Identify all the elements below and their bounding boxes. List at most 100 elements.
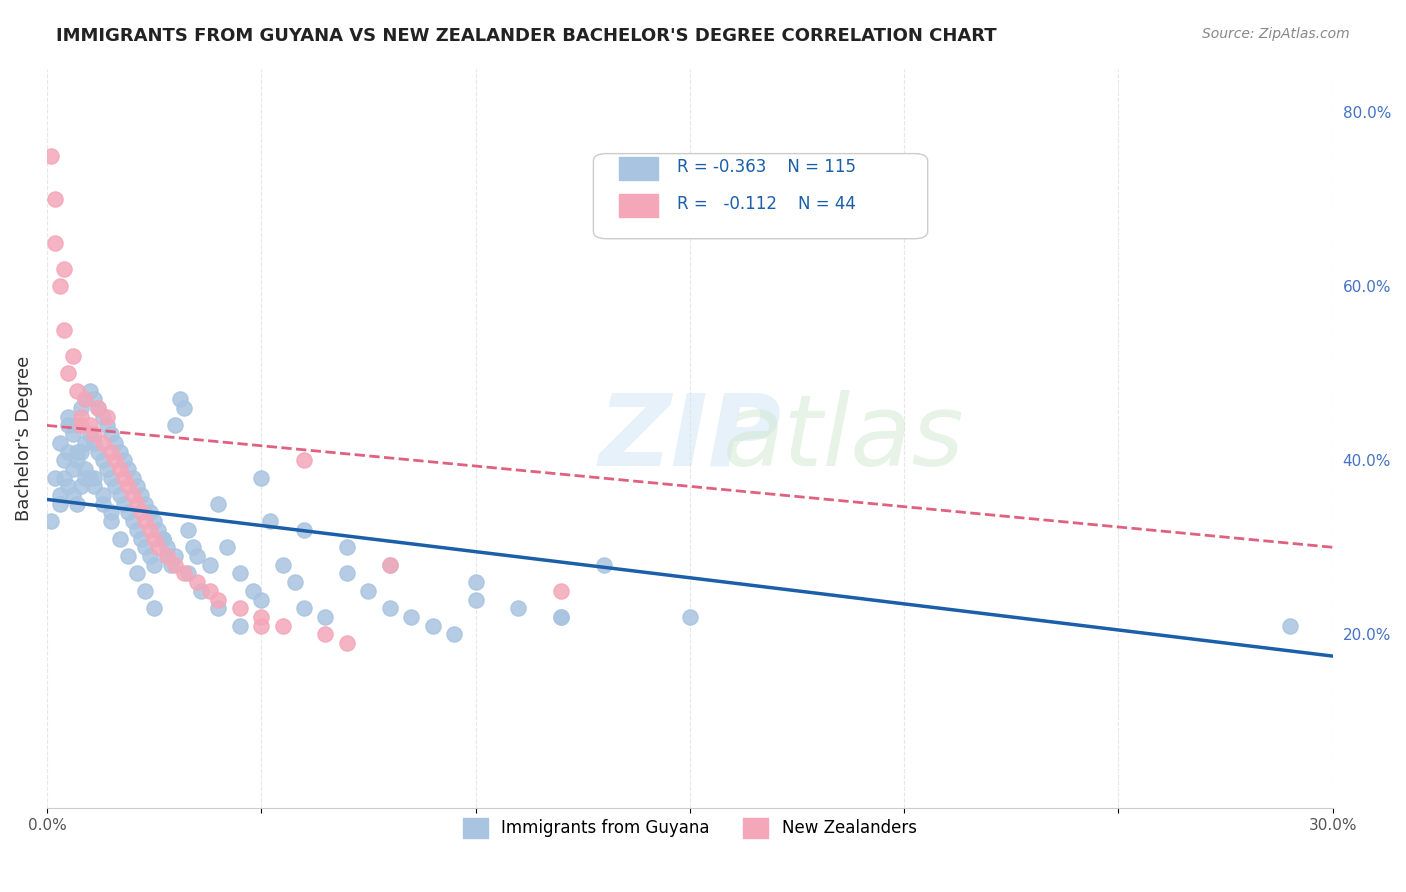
- Point: [165, 418, 187, 433]
- Point: [229, 566, 252, 581]
- Point: [117, 506, 139, 520]
- Point: [129, 488, 152, 502]
- Point: [66, 418, 89, 433]
- Point: [550, 610, 572, 624]
- Point: [58, 409, 80, 424]
- Point: [75, 392, 97, 407]
- Point: [58, 479, 80, 493]
- Point: [129, 532, 152, 546]
- Point: [79, 384, 101, 398]
- Point: [100, 506, 122, 520]
- Point: [70, 479, 93, 493]
- Point: [70, 418, 93, 433]
- Point: [96, 462, 118, 476]
- Point: [108, 462, 131, 476]
- Point: [125, 523, 148, 537]
- Point: [143, 514, 166, 528]
- Text: IMMIGRANTS FROM GUYANA VS NEW ZEALANDER BACHELOR'S DEGREE CORRELATION CHART: IMMIGRANTS FROM GUYANA VS NEW ZEALANDER …: [56, 27, 997, 45]
- Point: [91, 435, 114, 450]
- Point: [139, 506, 162, 520]
- Point: [336, 636, 359, 650]
- Point: [83, 427, 105, 442]
- Point: [284, 575, 307, 590]
- Point: [66, 497, 89, 511]
- FancyBboxPatch shape: [593, 153, 928, 239]
- Point: [44, 470, 66, 484]
- Text: R = -0.363    N = 115: R = -0.363 N = 115: [676, 158, 856, 176]
- Text: atlas: atlas: [723, 390, 965, 487]
- Text: R =   -0.112    N = 44: R = -0.112 N = 44: [676, 195, 856, 213]
- Point: [112, 453, 135, 467]
- Point: [44, 235, 66, 250]
- Point: [156, 549, 179, 563]
- Point: [62, 349, 84, 363]
- Point: [125, 497, 148, 511]
- Point: [62, 462, 84, 476]
- Point: [48, 497, 70, 511]
- Point: [207, 601, 229, 615]
- Point: [91, 488, 114, 502]
- Point: [250, 610, 273, 624]
- Point: [134, 583, 156, 598]
- Point: [75, 435, 97, 450]
- Point: [100, 444, 122, 458]
- Point: [198, 583, 221, 598]
- Point: [66, 384, 89, 398]
- Point: [75, 462, 97, 476]
- Point: [292, 523, 315, 537]
- Point: [148, 523, 170, 537]
- Point: [108, 532, 131, 546]
- Point: [464, 592, 486, 607]
- Point: [58, 366, 80, 380]
- Bar: [619, 194, 658, 217]
- Point: [121, 470, 143, 484]
- Point: [48, 279, 70, 293]
- Point: [104, 435, 127, 450]
- Point: [108, 444, 131, 458]
- Point: [292, 601, 315, 615]
- Point: [215, 541, 238, 555]
- Point: [83, 392, 105, 407]
- Point: [117, 462, 139, 476]
- Point: [250, 618, 273, 632]
- Point: [464, 575, 486, 590]
- Point: [66, 444, 89, 458]
- Point: [207, 592, 229, 607]
- Point: [242, 583, 264, 598]
- Point: [190, 583, 212, 598]
- Point: [143, 558, 166, 572]
- Point: [58, 444, 80, 458]
- Point: [152, 532, 174, 546]
- Point: [39, 514, 62, 528]
- Point: [100, 470, 122, 484]
- Point: [148, 541, 170, 555]
- Point: [104, 479, 127, 493]
- Point: [1278, 618, 1301, 632]
- Point: [117, 479, 139, 493]
- Point: [121, 514, 143, 528]
- Point: [508, 601, 530, 615]
- Point: [169, 392, 191, 407]
- Point: [79, 427, 101, 442]
- Point: [177, 523, 200, 537]
- Text: ZIP: ZIP: [599, 390, 782, 487]
- Point: [83, 479, 105, 493]
- Point: [53, 323, 76, 337]
- Point: [62, 427, 84, 442]
- Point: [250, 470, 273, 484]
- Point: [87, 401, 110, 415]
- Point: [443, 627, 465, 641]
- Point: [160, 558, 183, 572]
- Point: [177, 566, 200, 581]
- Point: [378, 558, 401, 572]
- Point: [39, 148, 62, 162]
- Point: [134, 514, 156, 528]
- Point: [108, 488, 131, 502]
- Point: [186, 575, 208, 590]
- Point: [378, 558, 401, 572]
- Point: [229, 618, 252, 632]
- Point: [83, 470, 105, 484]
- Point: [422, 618, 444, 632]
- Point: [173, 566, 195, 581]
- Point: [104, 453, 127, 467]
